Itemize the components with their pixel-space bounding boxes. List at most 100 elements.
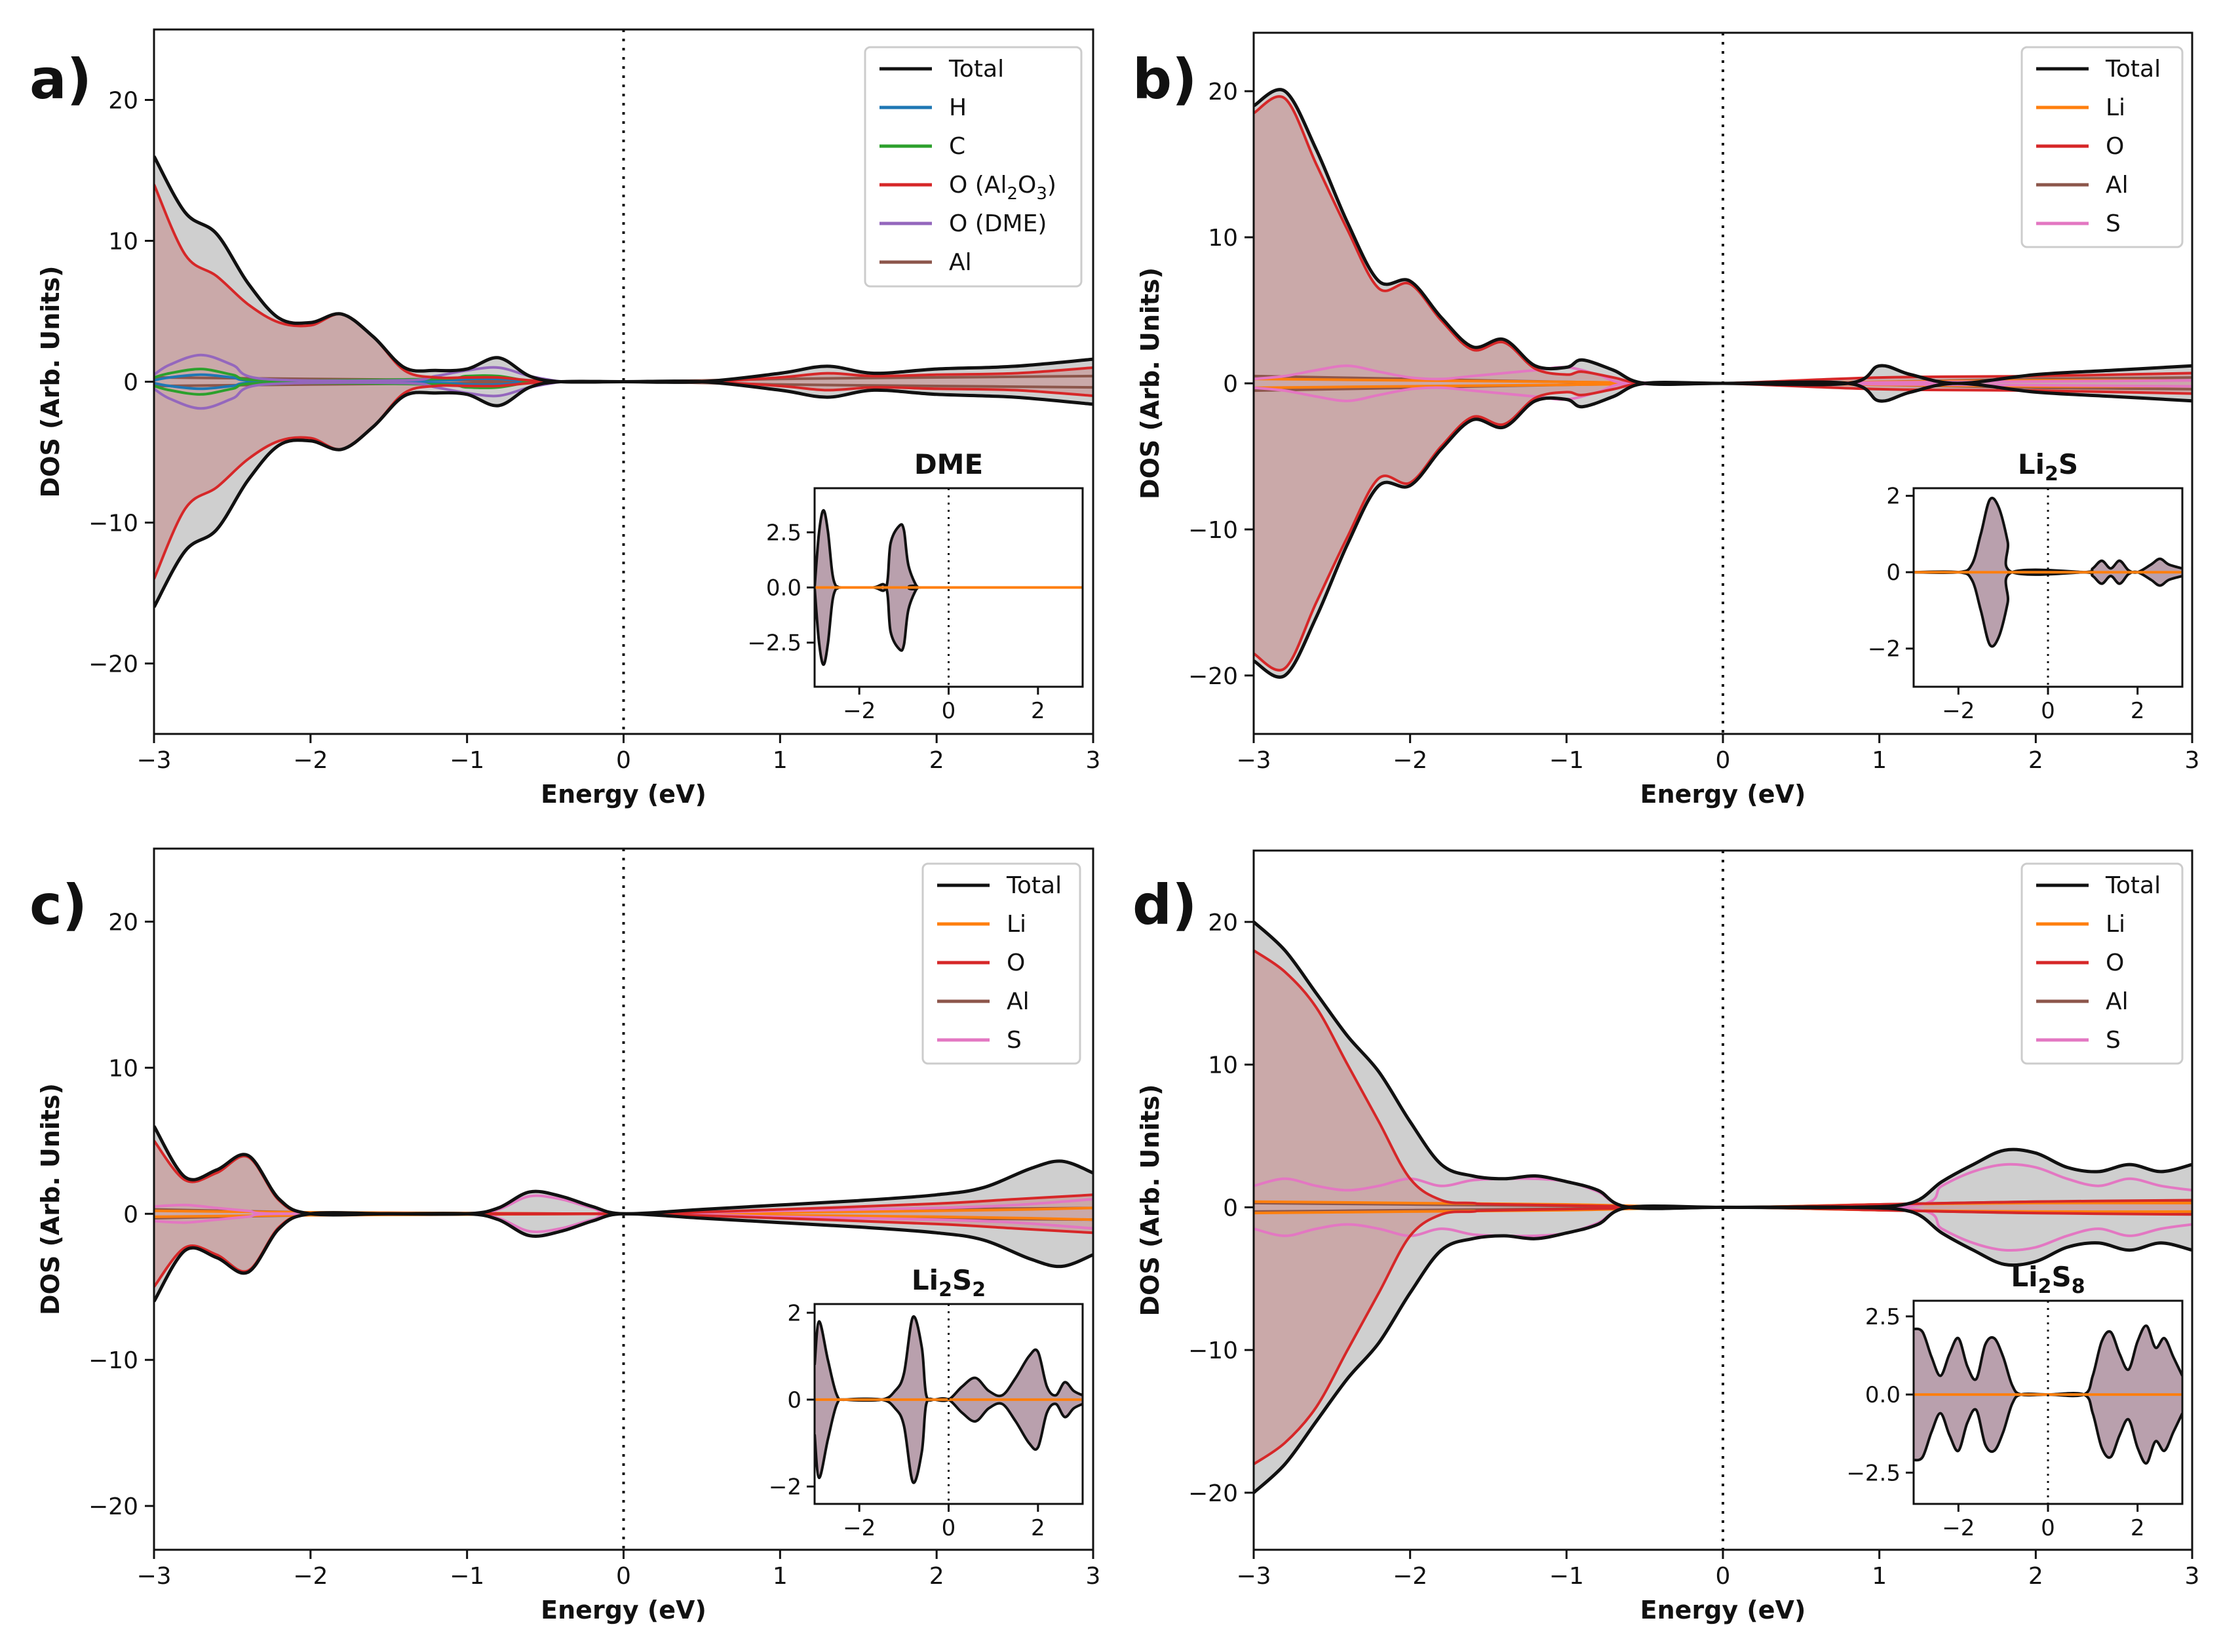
legend-frame xyxy=(2020,862,2184,1065)
legend-label-part: O (Al xyxy=(949,172,1007,199)
main-fill xyxy=(1254,950,2192,1465)
legend-frame xyxy=(864,46,1083,288)
inset-x-tick-label: −2 xyxy=(843,1515,876,1541)
series-line-o-down xyxy=(1254,381,2192,672)
legend-label: Li xyxy=(2106,911,2125,938)
x-tick-label: 1 xyxy=(1872,747,1887,774)
x-tick-label: 0 xyxy=(1716,1563,1731,1590)
inset-x-tick-label: −2 xyxy=(1942,1515,1975,1541)
inset-y-tick-label: 0 xyxy=(1886,560,1901,586)
x-tick-label: 2 xyxy=(929,747,944,774)
legend-label: Al xyxy=(949,249,972,276)
y-tick-label: 10 xyxy=(1208,225,1238,252)
legend-label: O xyxy=(2106,133,2124,160)
inset-title-part: 2 xyxy=(972,1278,986,1301)
inset-x-tick-label: 2 xyxy=(1031,1515,1045,1541)
x-tick-label: −2 xyxy=(1393,747,1427,774)
inset-x-tick-label: 0 xyxy=(2041,1515,2055,1541)
x-tick-label: 0 xyxy=(616,747,631,774)
y-tick-label: 0 xyxy=(1223,371,1238,398)
series-line-s-down xyxy=(154,1212,1093,1233)
y-tick-label: −10 xyxy=(1188,1337,1238,1364)
plot-area xyxy=(154,155,1093,608)
x-tick-label: 2 xyxy=(929,1563,944,1590)
legend: Total Li O Al S xyxy=(2020,46,2184,248)
legend-frame xyxy=(2020,46,2184,248)
x-tick-label: −3 xyxy=(1236,1563,1271,1590)
inset-y-tick-label: 2 xyxy=(787,1300,801,1326)
panel-label: b) xyxy=(1132,47,1197,111)
y-tick-label: 20 xyxy=(1208,79,1238,106)
x-tick-label: −2 xyxy=(293,1563,328,1590)
series-line-o-dme--up xyxy=(154,353,562,383)
legend-label: O xyxy=(1007,950,1025,976)
x-tick-label: −1 xyxy=(1549,747,1584,774)
y-tick-label: −20 xyxy=(1188,663,1238,690)
legend-label: Total xyxy=(2105,872,2161,899)
x-tick-label: 1 xyxy=(773,1563,788,1590)
inset-title-part: 2 xyxy=(2038,1275,2052,1298)
inset-y-tick-label: 2 xyxy=(1886,484,1901,510)
inset-title-part: Li xyxy=(2018,448,2045,480)
x-tick-label: −2 xyxy=(293,747,328,774)
inset-total-down xyxy=(1914,568,2182,648)
inset-title-part: S xyxy=(2058,448,2078,480)
inset-title-part: Li xyxy=(2011,1261,2038,1293)
inset-title: Li2S2 xyxy=(912,1264,986,1301)
y-tick-label: −20 xyxy=(1188,1480,1238,1507)
inset-title: Li2S8 xyxy=(2011,1261,2085,1298)
inset-title-part: Li xyxy=(912,1264,938,1296)
series-line-total-down xyxy=(1254,380,2192,679)
legend-label: S xyxy=(1007,1027,1022,1054)
x-axis-label: Energy (eV) xyxy=(541,1596,706,1624)
x-tick-label: 1 xyxy=(1872,1563,1887,1590)
series-line-o-dme--down xyxy=(154,380,562,410)
series-line-total-down xyxy=(1254,1204,2192,1494)
series-line-total-up xyxy=(154,155,1093,384)
y-tick-label: 0 xyxy=(1223,1195,1238,1221)
inset-title: DME xyxy=(914,448,983,480)
inset-fill xyxy=(1914,1326,2182,1464)
series-line-o-up xyxy=(1254,95,2192,386)
inset-y-tick-label: 0 xyxy=(787,1387,801,1413)
plot-area xyxy=(1254,921,2192,1494)
legend-label: S xyxy=(2106,1027,2121,1054)
y-tick-label: 10 xyxy=(108,1055,138,1082)
legend: Total Li O Al S xyxy=(921,862,1081,1065)
x-axis-label: Energy (eV) xyxy=(1640,1596,1806,1624)
x-tick-label: 1 xyxy=(773,747,788,774)
series-line-total-down xyxy=(154,379,1093,608)
x-tick-label: −3 xyxy=(136,747,171,774)
series-line-s-up xyxy=(154,1194,1093,1216)
panel-label: d) xyxy=(1132,873,1197,937)
x-axis-label: Energy (eV) xyxy=(541,780,706,809)
x-tick-label: 3 xyxy=(1086,747,1101,774)
inset-x-tick-label: 0 xyxy=(942,698,956,724)
inset-y-tick-label: −2 xyxy=(1868,636,1901,663)
legend-label: Total xyxy=(948,56,1004,83)
inset-x-tick-label: −2 xyxy=(1942,698,1975,724)
panel-label: c) xyxy=(29,873,87,937)
legend-label: Al xyxy=(2106,172,2129,199)
y-tick-label: 20 xyxy=(108,909,138,936)
legend-label: H xyxy=(949,94,967,121)
inset-x-tick-label: 0 xyxy=(2041,698,2055,724)
plot-area xyxy=(154,1125,1093,1303)
x-tick-label: 3 xyxy=(2185,747,2200,774)
x-tick-label: 0 xyxy=(1716,747,1731,774)
y-tick-label: 10 xyxy=(108,229,138,256)
legend-label: S xyxy=(2106,210,2121,237)
legend-label: Li xyxy=(2106,94,2125,121)
series-line-o-al2o3--up xyxy=(154,183,1093,383)
y-axis-label: DOS (Arb. Units) xyxy=(36,1083,65,1315)
x-tick-label: 3 xyxy=(1086,1563,1101,1590)
series-line-o-up xyxy=(1254,949,2192,1209)
legend-label: O (Al2O3) xyxy=(949,172,1056,204)
legend-label-part: 2 xyxy=(1007,184,1018,204)
